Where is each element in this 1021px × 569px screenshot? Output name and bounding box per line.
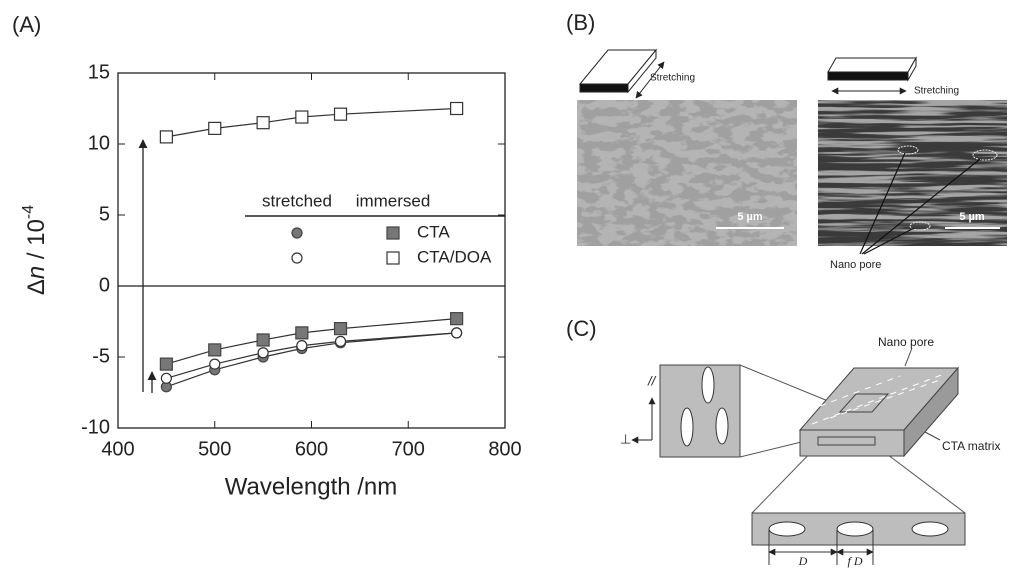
pore [909, 221, 931, 231]
perp-label: ⊥ [620, 431, 631, 446]
y-tick-label: -5 [92, 345, 110, 367]
pore [972, 149, 998, 161]
panel-label: (C) [566, 316, 597, 341]
series-line [166, 107, 457, 138]
pores-vertical [680, 366, 729, 447]
pore [897, 145, 919, 155]
slab-side [903, 366, 959, 458]
pores-horizontal [768, 521, 949, 537]
data-point [450, 101, 464, 116]
y-axis-label: Δn / 10-4 [20, 205, 50, 295]
x-tick-label: 500 [198, 438, 231, 460]
legend-label: CTA [417, 222, 450, 241]
series-line [166, 318, 457, 365]
stretching-label: Stretching [914, 86, 959, 97]
data-point [450, 312, 464, 326]
data-point [451, 327, 463, 339]
data-point [334, 335, 347, 347]
data-point [208, 121, 222, 135]
nano-pore-label: Nano pore [878, 335, 934, 349]
stretch-arrow [635, 61, 665, 99]
y-label-part: -4 [20, 205, 37, 219]
data-point [257, 347, 269, 359]
slab-front [799, 429, 905, 457]
x-tick-label: 800 [488, 438, 521, 460]
dim-label: D [798, 554, 808, 568]
y-tick-label: -10 [81, 416, 110, 438]
x-tick-label: 400 [101, 438, 134, 460]
matrix-label: CTA matrix [942, 439, 1000, 453]
pointer-line [904, 347, 913, 367]
parallel-label: // [647, 373, 657, 388]
film-icon [827, 56, 917, 82]
y-label-part: n [23, 266, 50, 279]
stretching-label: Stretching [650, 73, 695, 84]
x-tick-label: 600 [295, 438, 328, 460]
scale-label: 5 µm [959, 211, 985, 223]
zoom-region [817, 436, 876, 446]
pointer-line [924, 431, 941, 441]
data-point [296, 340, 308, 352]
y-tick-label: 5 [99, 203, 110, 225]
legend-header: stretched [262, 191, 332, 210]
data-point [295, 110, 309, 124]
data-point [159, 357, 173, 371]
data-point [333, 322, 348, 336]
nano-pore-label: Nano pore [830, 259, 881, 271]
panel-label: (B) [566, 10, 595, 35]
data-point [159, 130, 173, 144]
legend-marker [291, 252, 303, 264]
y-tick-label: 15 [88, 61, 110, 83]
data-point [160, 372, 172, 384]
sem-texture [818, 100, 1007, 246]
data-point [256, 333, 270, 347]
y-tick-label: 10 [88, 132, 110, 154]
data-point [208, 343, 222, 357]
film-icon [578, 48, 658, 94]
zoom-top [659, 364, 741, 458]
panel-label: (A) [12, 12, 41, 37]
y-label-part: / 10 [23, 219, 50, 266]
series-line [166, 332, 457, 379]
y-tick-label: 0 [99, 274, 110, 296]
slab-dashes [811, 373, 945, 425]
data-point [256, 116, 270, 130]
legend-marker [386, 251, 400, 265]
x-tick-label: 700 [392, 438, 425, 460]
legend-label: CTA/DOA [417, 247, 492, 266]
legend-header: immersed [356, 191, 431, 210]
pointer-lines [859, 152, 981, 255]
scale-label: 5 µm [737, 211, 763, 223]
data-point [209, 358, 221, 370]
data-point [295, 326, 309, 340]
series-line [166, 332, 457, 388]
sem-texture [577, 100, 797, 246]
legend-marker [386, 226, 400, 240]
y-label-part: Δ [23, 279, 50, 295]
zoom-region [838, 393, 890, 413]
legend-marker [291, 227, 303, 239]
plot-a: -10 -5 0 5 10 15 400 500 600 700 800 stretched immer… [81, 61, 522, 460]
dim-label: f D [848, 554, 863, 568]
dimension-lines [768, 530, 874, 565]
data-point [333, 107, 348, 121]
x-axis-label: Wavelength /nm [225, 473, 398, 500]
